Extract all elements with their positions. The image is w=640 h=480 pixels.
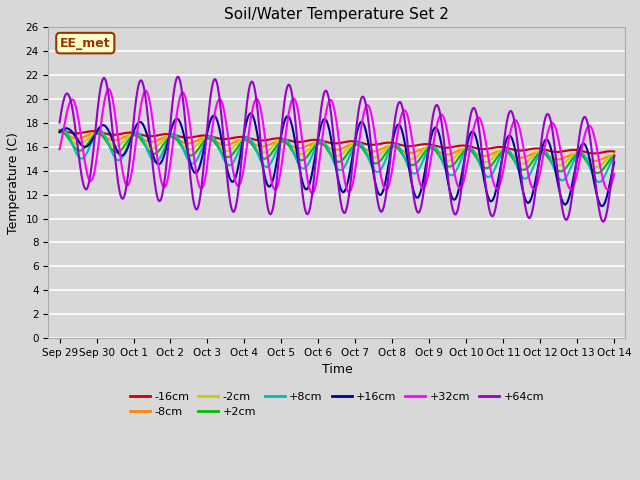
X-axis label: Time: Time [321, 363, 352, 376]
-2cm [611, 152, 618, 157]
Line: -8cm: -8cm [60, 132, 614, 161]
Line: +32cm: +32cm [60, 89, 614, 193]
+32cm [372, 139, 380, 145]
Line: +64cm: +64cm [60, 77, 614, 222]
+16cm [99, 122, 106, 128]
+8cm [56, 128, 63, 134]
-2cm [593, 164, 600, 170]
+8cm [59, 126, 67, 132]
-8cm [121, 134, 129, 140]
-2cm [372, 155, 380, 160]
+2cm [291, 153, 299, 158]
+16cm [247, 110, 255, 116]
+8cm [291, 154, 299, 160]
+32cm [56, 146, 63, 152]
-16cm [99, 130, 106, 136]
+8cm [122, 149, 129, 155]
Line: +16cm: +16cm [60, 113, 614, 206]
Y-axis label: Temperature (C): Temperature (C) [7, 132, 20, 234]
-8cm [371, 148, 379, 154]
+2cm [99, 133, 107, 139]
-8cm [303, 144, 310, 149]
-16cm [611, 149, 618, 155]
+8cm [99, 130, 107, 135]
-16cm [56, 127, 63, 133]
+16cm [56, 129, 63, 135]
-16cm [121, 130, 129, 136]
+16cm [313, 144, 321, 149]
+32cm [611, 171, 618, 177]
+64cm [372, 184, 380, 190]
-2cm [313, 139, 321, 145]
+64cm [56, 120, 63, 125]
+32cm [99, 110, 106, 116]
+64cm [121, 191, 129, 196]
Title: Soil/Water Temperature Set 2: Soil/Water Temperature Set 2 [225, 7, 449, 22]
+16cm [372, 181, 380, 187]
+32cm [122, 180, 129, 186]
-16cm [371, 142, 379, 147]
-8cm [56, 129, 63, 135]
+8cm [313, 143, 321, 148]
-16cm [303, 138, 310, 144]
-8cm [611, 153, 618, 159]
Line: +8cm: +8cm [60, 129, 614, 182]
-2cm [122, 136, 129, 142]
-8cm [99, 133, 106, 139]
+64cm [99, 77, 106, 83]
+8cm [303, 164, 310, 169]
+2cm [313, 142, 321, 147]
+2cm [611, 153, 618, 159]
+32cm [308, 191, 316, 196]
-8cm [291, 144, 299, 150]
-2cm [99, 132, 107, 138]
Line: -16cm: -16cm [60, 130, 614, 154]
+64cm [303, 211, 310, 216]
+64cm [174, 74, 182, 80]
+32cm [303, 171, 310, 177]
-16cm [291, 139, 299, 144]
+2cm [594, 170, 602, 176]
-8cm [591, 158, 599, 164]
+8cm [372, 168, 380, 174]
Line: +2cm: +2cm [60, 132, 614, 173]
+8cm [595, 179, 603, 185]
-16cm [312, 137, 320, 143]
+16cm [303, 186, 310, 192]
+64cm [611, 153, 618, 158]
+2cm [56, 129, 63, 135]
-2cm [56, 128, 63, 133]
+64cm [291, 117, 299, 123]
+16cm [598, 203, 606, 209]
+2cm [57, 129, 65, 135]
+2cm [122, 142, 129, 147]
-16cm [590, 151, 598, 156]
+16cm [611, 159, 618, 165]
-2cm [56, 128, 64, 133]
+8cm [611, 154, 618, 159]
+16cm [121, 150, 129, 156]
-2cm [291, 149, 299, 155]
+32cm [291, 97, 299, 103]
Text: EE_met: EE_met [60, 36, 111, 49]
-2cm [303, 148, 310, 154]
+2cm [303, 154, 310, 160]
+64cm [313, 148, 321, 154]
+32cm [105, 86, 113, 92]
Line: -2cm: -2cm [60, 131, 614, 167]
+16cm [291, 140, 299, 145]
-8cm [312, 140, 320, 146]
+2cm [372, 160, 380, 166]
+32cm [313, 175, 321, 180]
+64cm [599, 219, 607, 225]
Legend: -16cm, -8cm, -2cm, +2cm, +8cm, +16cm, +32cm, +64cm: -16cm, -8cm, -2cm, +2cm, +8cm, +16cm, +3… [125, 387, 548, 421]
